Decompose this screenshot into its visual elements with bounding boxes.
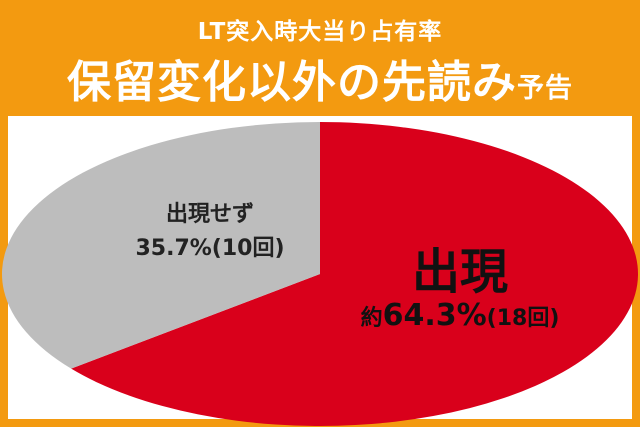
slice-label-not-appeared-name: 出現せず (165, 202, 254, 227)
appeared-count: (18回) (486, 306, 560, 331)
appeared-percent: 64.3% (382, 298, 487, 333)
header: LT突入時大当り占有率 保留変化以外の先読み予告 (0, 0, 640, 116)
pie-chart (1, 122, 638, 426)
appeared-prefix: 約 (360, 306, 383, 331)
pie-area (0, 116, 640, 427)
chart-title: 保留変化以外の先読み予告 (0, 46, 640, 110)
chart-title-suffix: 予告 (517, 73, 573, 104)
pie-slice-not-appeared (1, 122, 320, 369)
pie-slice-appeared (71, 122, 638, 426)
chart-subtitle: LT突入時大当り占有率 (197, 19, 443, 45)
slice-label-not-appeared-value: 35.7%(10回) (135, 236, 285, 261)
slice-label-appeared-value: 約64.3%(18回) (300, 298, 620, 333)
slice-label-appeared-name: 出現 (411, 244, 508, 300)
chart-title-main: 保留変化以外の先読み (67, 57, 517, 108)
